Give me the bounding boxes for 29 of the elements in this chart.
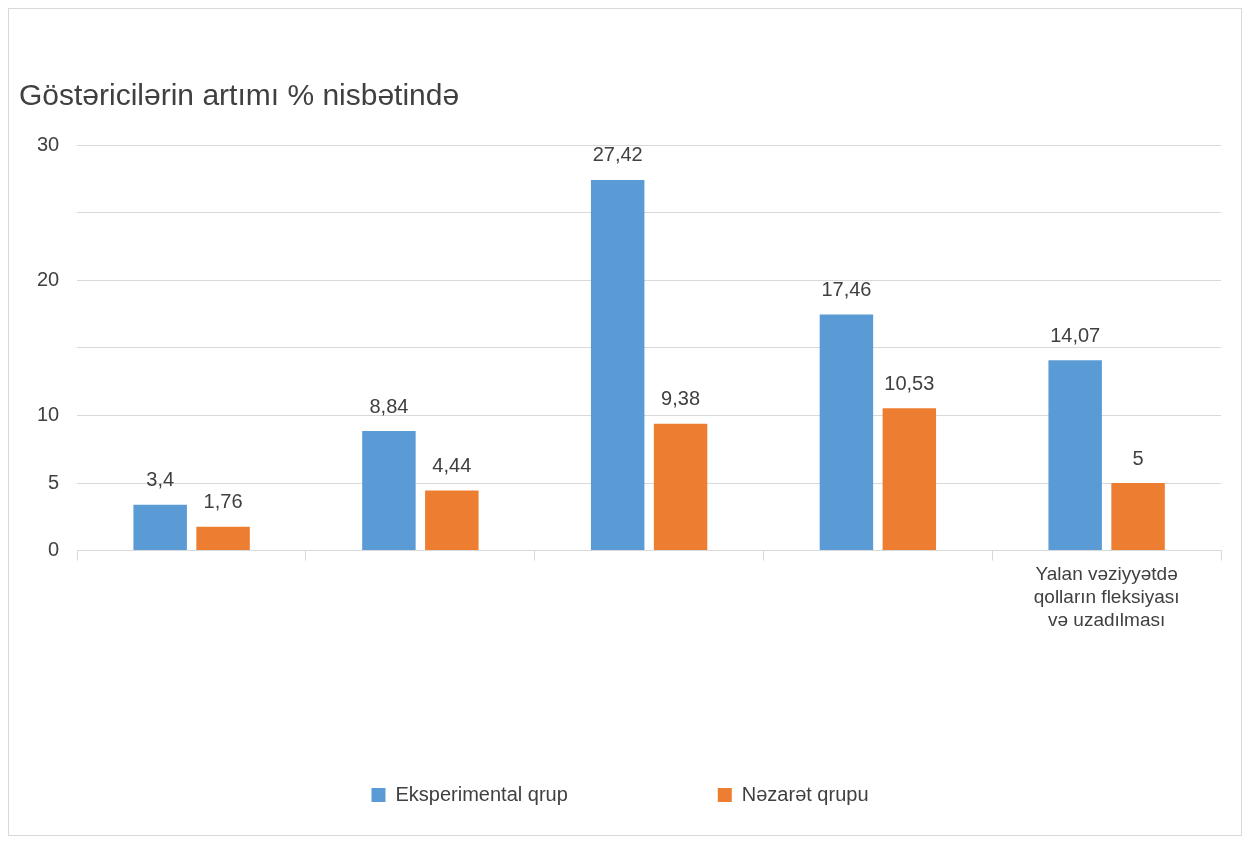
y-tick-label: 0 — [48, 538, 60, 561]
y-tick-label: 30 — [37, 132, 60, 155]
bar — [133, 504, 187, 551]
bar — [196, 526, 250, 551]
chart-title: Göstəricilərin artımı % nisbətində — [19, 78, 460, 112]
data-label: 4,44 — [432, 454, 472, 477]
data-label: 27,42 — [592, 143, 643, 166]
bar — [882, 408, 937, 551]
data-label: 3,4 — [146, 468, 175, 491]
bar — [1111, 483, 1165, 551]
y-tick-label: 20 — [37, 267, 60, 290]
data-label: 10,53 — [884, 371, 935, 394]
bar — [362, 431, 416, 551]
data-label: 1,76 — [203, 490, 243, 513]
x-tick-label: Yalan vəziyyətdə qolların fleksiyası və uzadılması — [1033, 563, 1180, 630]
bar — [653, 423, 708, 551]
data-label: 17,46 — [821, 278, 872, 301]
data-label: 5 — [1132, 446, 1144, 469]
bar — [1048, 360, 1102, 551]
data-label: 9,38 — [661, 387, 701, 410]
data-label: 14,07 — [1050, 323, 1101, 346]
y-tick-label: 5 — [48, 470, 60, 493]
legend-label: Eksperimental qrup — [395, 782, 568, 805]
bar — [425, 490, 479, 551]
legend-label: Nəzarət qrupu — [741, 782, 869, 805]
y-tick-label: 10 — [37, 402, 60, 425]
data-label: 8,84 — [369, 394, 409, 417]
bar — [590, 179, 645, 551]
bar — [819, 314, 874, 551]
